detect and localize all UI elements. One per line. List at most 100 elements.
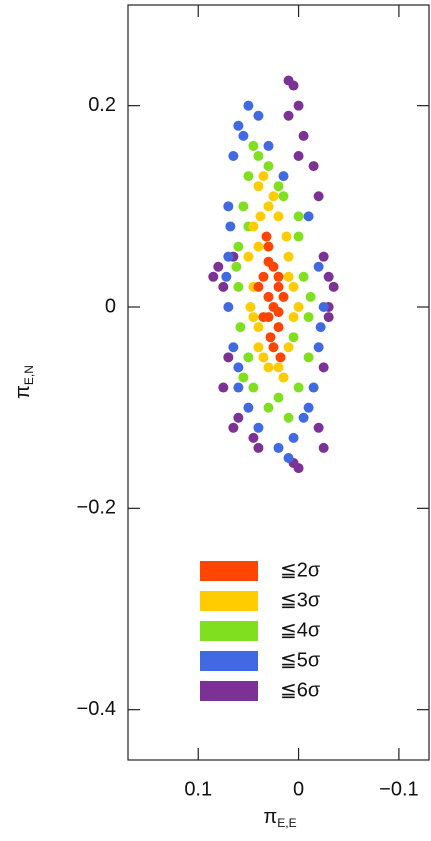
point <box>233 281 244 292</box>
point <box>288 332 299 343</box>
plot-frame <box>127 4 430 761</box>
point <box>315 322 326 333</box>
point <box>248 221 259 232</box>
point <box>273 322 284 333</box>
point <box>253 422 264 433</box>
point <box>298 412 309 423</box>
point <box>263 362 274 373</box>
point <box>313 422 324 433</box>
point <box>213 261 224 272</box>
point <box>265 332 276 343</box>
x-label-symbol: π <box>263 806 277 828</box>
point <box>273 281 284 292</box>
legend-label: ≦6σ <box>280 679 321 701</box>
point <box>248 312 259 323</box>
point <box>253 241 264 252</box>
axes-layer: 0.2 0 −0.2 −0.4 0.1 0 −0.1 <box>77 5 429 800</box>
point <box>253 110 264 121</box>
point <box>288 281 299 292</box>
point <box>228 422 239 433</box>
points-layer <box>208 75 339 474</box>
point <box>233 362 244 373</box>
point <box>293 100 304 111</box>
point <box>263 291 274 302</box>
point <box>268 191 279 202</box>
point <box>243 100 254 111</box>
point <box>298 130 309 141</box>
x-label-subscript: E,E <box>277 816 296 830</box>
point <box>313 342 324 353</box>
point <box>245 302 256 312</box>
x-tick-label: 0 <box>293 778 304 800</box>
point <box>261 231 272 242</box>
y-tick-label: −0.4 <box>77 698 116 720</box>
point <box>275 352 286 363</box>
point <box>293 151 304 161</box>
point <box>218 382 229 393</box>
point <box>218 281 229 292</box>
x-tick-label: 0.1 <box>184 778 212 800</box>
point <box>313 191 324 202</box>
legend: ≦2σ ≦3σ ≦4σ ≦5σ ≦6σ <box>200 559 321 701</box>
point <box>313 261 324 272</box>
point <box>278 191 289 202</box>
point <box>248 382 259 393</box>
point <box>243 251 254 262</box>
point <box>255 211 266 222</box>
point <box>283 271 294 282</box>
legend-label: ≦2σ <box>280 559 321 581</box>
point <box>238 372 249 383</box>
legend-label: ≦4σ <box>280 619 321 641</box>
point <box>273 211 284 222</box>
point <box>318 442 329 453</box>
point <box>308 382 319 393</box>
point <box>273 392 284 403</box>
point <box>253 442 264 453</box>
point <box>225 221 236 232</box>
point <box>208 271 219 282</box>
point <box>305 291 316 302</box>
point <box>223 201 234 212</box>
point <box>303 352 314 363</box>
point <box>278 372 289 383</box>
point <box>233 412 244 423</box>
point <box>298 271 309 282</box>
legend-swatch <box>200 591 258 611</box>
point <box>253 151 264 161</box>
point <box>263 140 274 151</box>
point <box>273 181 284 192</box>
point <box>293 231 304 242</box>
y-axis-label: πE,N <box>12 365 36 399</box>
point <box>281 231 292 242</box>
point <box>238 130 249 141</box>
y-tick-label: −0.2 <box>77 497 116 519</box>
point <box>318 302 329 312</box>
y-tick-label: 0 <box>105 295 116 317</box>
point <box>233 120 244 131</box>
point <box>308 161 319 172</box>
x-tick-label: −0.1 <box>379 778 418 800</box>
point <box>328 281 339 292</box>
point <box>263 402 274 413</box>
point <box>263 161 274 172</box>
point <box>273 271 284 282</box>
point <box>258 171 269 182</box>
point <box>235 322 246 333</box>
point <box>248 140 259 151</box>
point <box>323 312 334 323</box>
point <box>228 151 239 161</box>
point <box>243 171 254 182</box>
point <box>263 256 274 267</box>
point <box>263 241 274 252</box>
point <box>223 352 234 363</box>
point <box>258 352 269 363</box>
point <box>283 110 294 121</box>
y-label-subscript: E,N <box>22 365 36 385</box>
point <box>303 211 314 222</box>
point <box>253 181 264 192</box>
legend-swatch <box>200 681 258 701</box>
point <box>278 291 289 302</box>
point <box>283 453 294 463</box>
